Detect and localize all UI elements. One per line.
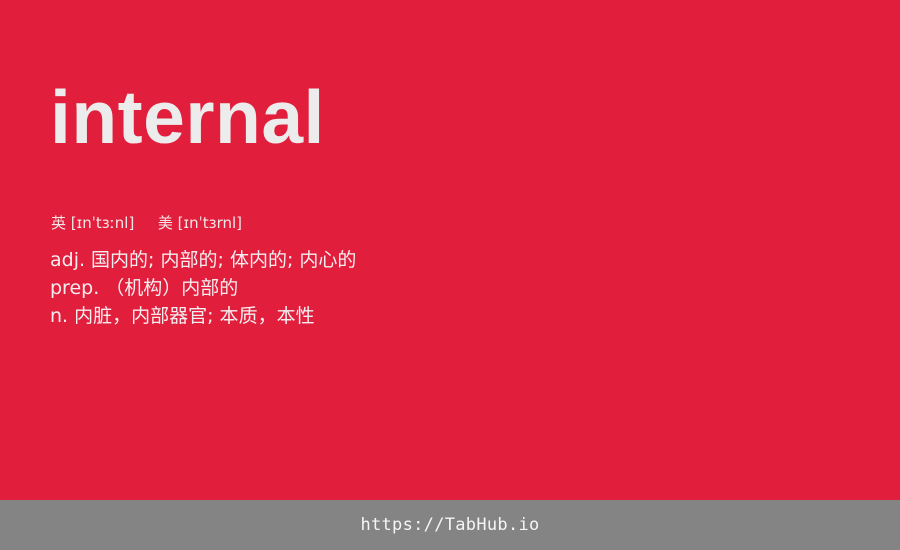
definition-prep: prep. （机构）内部的 (50, 277, 239, 299)
definition-adj: adj. 国内的; 内部的; 体内的; 内心的 (50, 249, 357, 271)
uk-phonetic: [ɪnˈtɜːnl] (70, 214, 135, 232)
headword: internal (50, 75, 325, 159)
us-label: 美 (157, 214, 173, 232)
definition-noun: n. 内脏，内部器官; 本质，本性 (50, 305, 315, 327)
us-phonetic: [ɪnˈtɜrnl] (177, 214, 242, 232)
tabhub-link[interactable]: https://TabHub.io (360, 515, 540, 535)
word-card: internal 英 [ɪnˈtɜːnl] 美 [ɪnˈtɜrnl] adj. … (50, 75, 357, 330)
uk-label: 英 (51, 214, 67, 232)
footer-bar: https://TabHub.io (0, 500, 900, 550)
definition-list: adj. 国内的; 内部的; 体内的; 内心的 prep. （机构）内部的 n.… (50, 246, 356, 330)
pronunciation-line: 英 [ɪnˈtɜːnl] 美 [ɪnˈtɜrnl] (51, 212, 242, 234)
